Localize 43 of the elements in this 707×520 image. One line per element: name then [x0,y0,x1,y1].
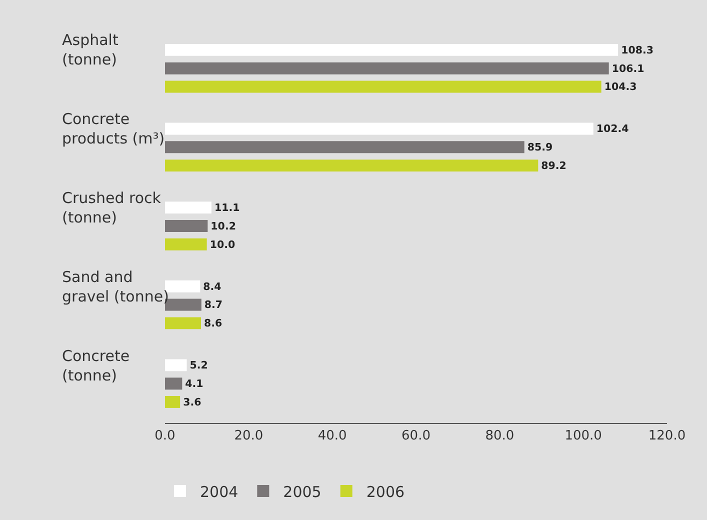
bar [165,359,187,372]
data-label: 85.9 [527,142,553,154]
bar [165,378,182,390]
y-tick-label: Crushed rock (tonne) [62,189,162,226]
x-tick-label: 100.0 [564,428,602,444]
bar [165,122,594,135]
y-tick-label: Concrete products (m³) [62,110,165,148]
legend-label: 2005 [283,482,322,501]
x-tick-label: 0.0 [154,428,176,444]
bar [165,160,538,172]
bar [165,220,208,232]
bar [165,80,602,93]
data-label: 8.6 [204,318,222,330]
bar [165,238,207,250]
x-tick-label: 40.0 [318,428,347,444]
data-label: 10.2 [210,220,236,232]
x-tick-label: 20.0 [234,428,264,444]
data-label: 89.2 [541,160,566,172]
bar [165,317,201,330]
data-label: 8.4 [203,280,222,293]
data-label: 102.4 [596,123,629,136]
data-label: 11.1 [214,202,240,214]
data-label: 4.1 [185,378,204,390]
legend-label: 2006 [366,482,405,501]
bar [165,44,618,56]
x-tick-label: 120.0 [648,428,686,444]
y-tick-label: Concrete (tonne) [62,347,130,384]
y-tick-label: Asphalt (tonne) [62,31,118,68]
data-label: 108.3 [621,44,654,56]
x-tick-label: 80.0 [485,428,514,444]
data-label: 5.2 [190,360,208,372]
bar [165,396,180,408]
bar [165,202,212,214]
bar [165,62,609,74]
data-label: 10.0 [210,238,236,251]
data-label: 8.7 [204,299,223,312]
data-label: 3.6 [183,396,202,408]
data-label: 106.1 [612,62,644,75]
data-label: 104.3 [604,81,637,94]
legend-label: 2004 [200,482,238,501]
bar [165,141,524,154]
y-tick-label: Sand and gravel (tonne) [62,268,169,306]
x-tick-label: 60.0 [402,428,430,444]
